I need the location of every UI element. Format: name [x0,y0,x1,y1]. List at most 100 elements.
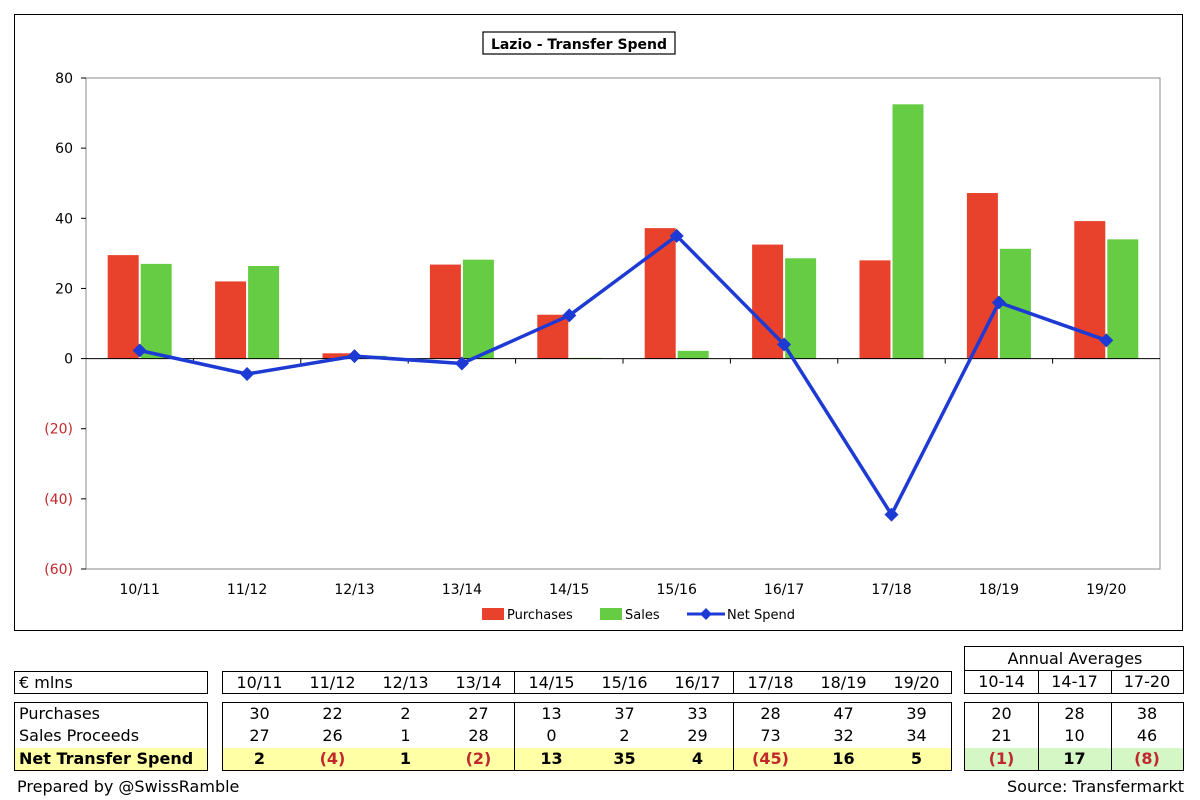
y-tick-label: 20 [55,281,73,297]
table-cell: 1 [400,726,411,745]
season-header: 11/12 [309,673,356,692]
table-cell: 37 [614,704,635,723]
table-cell: 39 [906,704,927,723]
average-col-divider [1111,671,1112,694]
y-tick-label: 0 [64,352,73,368]
season-group-divider [733,703,734,770]
y-tick-label: (20) [44,422,73,438]
table-cell: 26 [322,726,343,745]
table-cell: (45) [752,749,789,768]
x-tick-label: 12/13 [334,582,374,598]
average-cell: 17 [1063,749,1086,768]
x-tick-label: 13/14 [442,582,482,598]
season-header: 13/14 [455,673,502,692]
table-cell: 5 [910,749,923,768]
x-tick-label: 14/15 [549,582,589,598]
table-cell: 4 [691,749,704,768]
average-cell: 20 [991,704,1012,723]
y-tick-label: 60 [55,141,73,157]
net-spend-row-highlight [223,748,951,770]
unit-label: € mlns [19,673,73,692]
sales-bar [892,104,924,359]
sales-bar [1107,239,1139,359]
source-note: Source: Transfermarkt [1007,777,1184,796]
table-cell: 27 [468,704,489,723]
purchases-bar [752,244,784,359]
net-spend-point [991,295,1006,310]
row-labels-box: Purchases Sales Proceeds Net Transfer Spen… [14,702,208,771]
average-period-header: 17-20 [1123,672,1171,691]
y-tick-label: (60) [44,562,73,578]
table-cell: (4) [319,749,346,768]
net-spend-point [347,349,362,364]
season-group-divider [733,672,734,694]
purchases-legend-swatch [482,608,504,620]
table-cell: 47 [833,704,854,723]
net-spend-point [1099,333,1114,348]
y-tick-label: 80 [55,71,73,87]
x-tick-label: 16/17 [764,582,804,598]
row-label: Sales Proceeds [19,726,140,745]
season-header: 12/13 [382,673,429,692]
average-period-header: 10-14 [978,672,1025,691]
net-spend-legend-marker [700,608,712,620]
average-col-divider [1038,703,1039,770]
chart-frame: Lazio - Transfer Spend (60) (40) (20) 0 20 40 6… [14,14,1183,631]
unit-label-box: € mlns [14,671,208,694]
average-cell: 46 [1136,726,1158,745]
averages-header-divider [965,670,1183,671]
purchases-bar [322,353,354,359]
season-header: 15/16 [601,673,648,692]
x-tick-label: 11/12 [227,582,267,598]
net-spend-point [454,356,469,371]
average-cell: 10 [1064,726,1085,745]
sales-bar [248,265,280,359]
average-cell: 38 [1136,704,1158,723]
table-cell: 29 [687,726,708,745]
legend-label: Net Spend [727,608,795,623]
table-cell: 2 [253,749,266,768]
table-cell: 28 [760,704,781,723]
net-spend-point [884,507,899,522]
average-cell: 21 [991,726,1012,745]
y-tick-label: (40) [44,492,73,508]
season-header: 10/11 [236,673,283,692]
season-group-divider [514,703,515,770]
table-cell: 2 [400,704,411,723]
purchases-bar [966,193,998,359]
season-header-box: 10/11 11/12 12/13 13/14 14/15 15/16 16/17 17/18… [222,671,952,694]
y-tick-label: 40 [55,211,73,227]
net-spend-point [777,337,792,352]
plot-area [85,77,1161,570]
season-header: 14/15 [528,673,575,692]
net-spend-point [132,343,147,358]
sales-bar [785,258,817,359]
table-cell: 22 [322,704,343,723]
table-cell: 13 [541,704,562,723]
chart-title: Lazio - Transfer Spend [491,37,667,53]
table-cell: 27 [249,726,270,745]
season-values-box: 30 22 2 27 13 37 33 28 47 39 27 26 1 28 0 2 29 73 32 34 2 (4)… [222,702,952,771]
table-cell: 34 [906,726,927,745]
x-tick-label: 19/20 [1086,582,1126,598]
x-tick-label: 18/19 [979,582,1019,598]
x-tick-label: 10/11 [120,582,160,598]
table-cell: 33 [687,704,708,723]
table-cell: 28 [468,726,489,745]
table-cell: 32 [833,726,854,745]
table-cell: 30 [249,704,270,723]
net-spend-label-highlight [15,748,207,770]
season-header: 18/19 [820,673,867,692]
x-tick-label: 17/18 [871,582,911,598]
x-tick-label: 15/16 [657,582,697,598]
net-spend-point [669,228,684,243]
table-cell: 1 [399,749,412,768]
table-cell: (2) [465,749,492,768]
sales-bar [462,259,494,359]
purchases-bar [215,281,247,359]
sales-bar [677,350,709,359]
purchases-bar [429,264,461,359]
average-cell: (1) [988,749,1015,768]
chart-svg: Lazio - Transfer Spend (60) (40) (20) 0 20 40 6… [44,31,1161,623]
averages-values-box: 20 28 38 21 10 46 (1) 17 (8) [964,702,1184,771]
